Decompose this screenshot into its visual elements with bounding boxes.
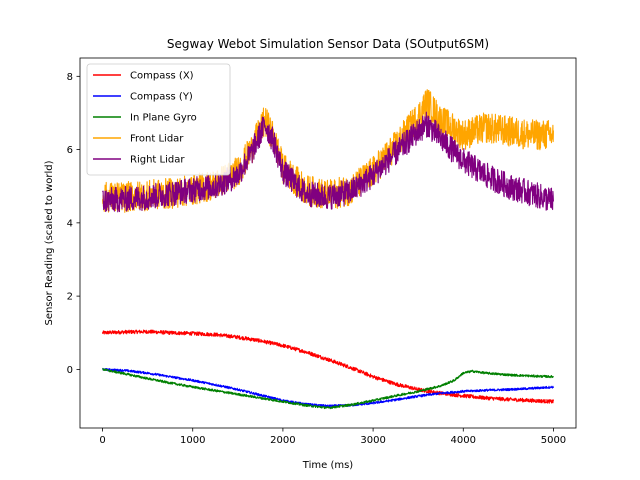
x-tick-label: 4000 <box>451 435 476 446</box>
x-axis-label: Time (ms) <box>302 460 354 471</box>
x-tick-label: 1000 <box>180 435 205 446</box>
series-line-4 <box>102 111 554 213</box>
legend: Compass (X) Compass (Y) In Plane Gyro Front… <box>86 63 231 176</box>
y-axis-label: Sensor Reading (scaled to world) <box>44 160 55 325</box>
legend-label: Right Lidar <box>130 155 185 166</box>
x-tick-label: 0 <box>99 435 105 446</box>
series-layer <box>102 89 554 410</box>
legend-box <box>86 63 231 176</box>
series-line-2 <box>102 367 554 410</box>
legend-label: Front Lidar <box>130 134 184 145</box>
y-tick-label: 2 <box>67 292 73 303</box>
plot-frame <box>79 57 577 429</box>
x-tick-label: 3000 <box>360 435 385 446</box>
x-tick-label: 2000 <box>270 435 295 446</box>
ticks-layer: 0 1000 2000 3000 4000 5000 0 2 4 6 8 <box>67 72 567 446</box>
y-tick-label: 4 <box>67 218 73 229</box>
series-line-0 <box>102 329 554 404</box>
series-line-1 <box>102 367 554 408</box>
legend-label: Compass (Y) <box>130 92 193 103</box>
legend-label: Compass (X) <box>130 71 194 82</box>
x-tick-label: 5000 <box>541 435 566 446</box>
chart-title: Segway Webot Simulation Sensor Data (SOu… <box>167 37 489 51</box>
legend-label: In Plane Gyro <box>130 113 197 124</box>
y-tick-label: 6 <box>67 145 73 156</box>
y-tick-label: 8 <box>67 72 73 83</box>
y-tick-label: 0 <box>67 365 73 376</box>
